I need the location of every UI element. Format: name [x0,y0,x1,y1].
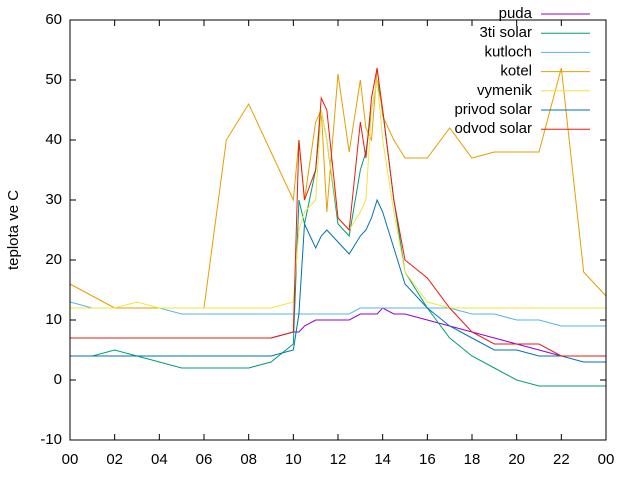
x-tick-label: 22 [553,451,570,468]
x-tick-label: 12 [330,451,347,468]
x-tick-label: 06 [196,451,213,468]
x-tick-label: 00 [598,451,615,468]
y-tick-label: 20 [45,251,62,268]
y-axis-label: teplota ve C [5,190,22,270]
legend-label: odvod solar [454,120,532,137]
x-tick-label: 20 [508,451,525,468]
legend-label: kutloch [484,43,532,60]
legend-label: privod solar [454,101,532,118]
line-series [70,198,606,363]
line-series [69,301,606,327]
y-tick-label: 0 [54,371,62,388]
legend-label: puda [499,5,533,22]
x-tick-label: 16 [419,451,436,468]
line-series [70,79,606,387]
legend-label: vymenik [477,82,533,99]
y-tick-label: 30 [45,191,62,208]
x-tick-label: 08 [240,451,257,468]
x-tick-label: 02 [106,451,123,468]
legend-label: 3ti solar [479,24,532,41]
y-tick-label: 10 [45,311,62,328]
line-series [70,307,606,357]
y-tick-label: 60 [45,11,62,28]
line-series [70,67,606,357]
x-tick-label: 18 [464,451,481,468]
x-tick-label: 00 [62,451,79,468]
plot-frame [69,19,607,441]
y-tick-label: 50 [45,71,62,88]
x-tick-label: 10 [285,451,302,468]
y-tick-label: 40 [45,131,62,148]
y-tick-label: -10 [40,431,62,448]
x-tick-label: 04 [151,451,168,468]
legend-label: kotel [500,63,532,80]
x-tick-label: 14 [374,451,391,468]
